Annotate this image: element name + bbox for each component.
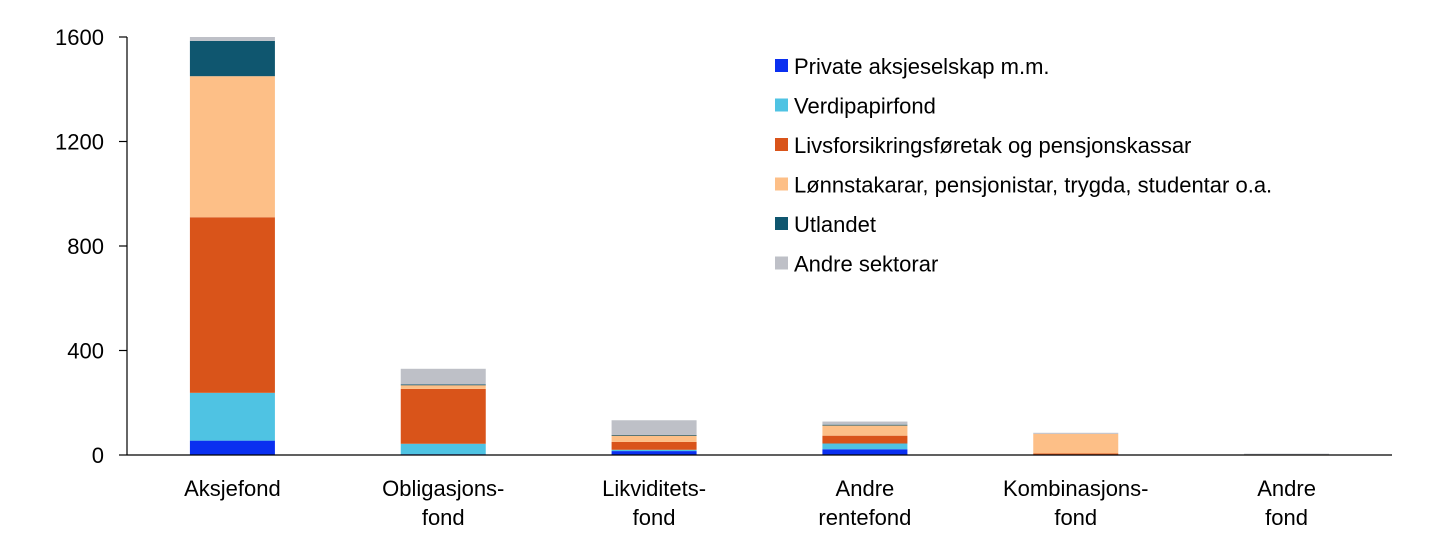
x-tick-label-line: fond: [422, 505, 465, 530]
bar-segment: [611, 435, 697, 442]
legend-label: Lønnstakarar, pensjonistar, trygda, stud…: [794, 173, 1272, 198]
legend-swatch: [775, 177, 788, 191]
x-tick-label-line: Aksjefond: [184, 476, 281, 501]
y-tick-label: 400: [67, 339, 104, 364]
legend-label: Utlandet: [794, 212, 876, 237]
legend-item: Verdipapirfond: [775, 94, 936, 119]
legend-item: Utlandet: [775, 212, 876, 237]
x-tick-label: Andre rentefond: [818, 476, 911, 530]
bar-segment: [822, 443, 908, 450]
bar-segment: [822, 424, 908, 426]
x-tick-label-line: fond: [633, 505, 676, 530]
legend-swatch: [775, 98, 788, 112]
bar-segment: [1244, 453, 1330, 455]
x-tick-label-line: Kombinasjons-: [1003, 476, 1149, 501]
bar-segment: [400, 384, 486, 389]
x-tick-label: Aksjefond: [184, 476, 281, 501]
y-tick-label: 1600: [55, 25, 104, 50]
bar-segment: [189, 40, 275, 77]
bar-segment: [822, 421, 908, 425]
legend-swatch: [775, 217, 788, 230]
bar-segment: [1033, 433, 1119, 454]
bar-segment: [611, 441, 697, 450]
bar-stack: [400, 368, 486, 456]
x-tick-label-line: Obligasjons-: [382, 476, 504, 501]
bar-segment: [189, 392, 275, 441]
bar-segment: [189, 440, 275, 455]
bar-stack: [822, 421, 908, 455]
bar-segment: [611, 420, 697, 435]
bar-segment: [822, 449, 908, 455]
bar-segment: [1033, 453, 1119, 455]
bar-segment: [189, 76, 275, 218]
legend-item: Private aksjeselskap m.m.: [775, 54, 1050, 79]
bar-segment: [822, 425, 908, 436]
legend-swatch: [775, 59, 788, 72]
legend-swatch: [775, 256, 788, 270]
legend-label: Livsforsikringsføretak og pensjonskassar: [794, 133, 1191, 158]
legend-label: Private aksjeselskap m.m.: [794, 54, 1050, 79]
bar-stack: [611, 420, 697, 455]
legend-label: Verdipapirfond: [794, 94, 936, 119]
x-tick-label-line: Andre: [1257, 476, 1316, 501]
bar-segment: [611, 449, 697, 452]
x-tick-label: Andre fond: [1257, 476, 1316, 530]
x-axis: Aksjefond Obligasjons-fondLikviditets-fon…: [127, 454, 1392, 530]
legend: Private aksjeselskap m.m. Verdipapirfond L…: [775, 54, 1272, 277]
bar-segment: [400, 384, 486, 386]
bar-segment: [1033, 432, 1119, 434]
legend-swatch: [775, 138, 788, 151]
bars: [189, 37, 1330, 456]
bar-segment: [189, 217, 275, 393]
x-tick-label: Kombinasjons-fond: [1003, 476, 1149, 530]
y-axis: 0 400 800 1200 1600: [55, 25, 128, 468]
bar-segment: [400, 443, 486, 455]
x-tick-label-line: Andre: [836, 476, 895, 501]
x-tick-label: Likviditets-fond: [602, 476, 706, 530]
x-tick-label-line: fond: [1054, 505, 1097, 530]
y-tick-label: 0: [92, 443, 104, 468]
bar-segment: [400, 368, 486, 385]
legend-item: Lønnstakarar, pensjonistar, trygda, stud…: [775, 173, 1272, 198]
bar-stack: [1033, 432, 1119, 456]
bar-stack: [189, 37, 275, 455]
legend-label: Andre sektorar: [794, 252, 938, 277]
bar-segment: [189, 37, 275, 41]
legend-item: Andre sektorar: [775, 252, 938, 277]
x-tick-label-line: Likviditets-: [602, 476, 706, 501]
x-tick-label-line: fond: [1265, 505, 1308, 530]
bar-segment: [611, 451, 697, 455]
y-tick-label: 1200: [55, 130, 104, 155]
x-tick-label: Obligasjons-fond: [382, 476, 504, 530]
legend-item: Livsforsikringsføretak og pensjonskassar: [775, 133, 1191, 158]
bar-segment: [822, 435, 908, 444]
bar-segment: [400, 388, 486, 444]
bar-segment: [611, 434, 697, 436]
x-tick-label-line: rentefond: [818, 505, 911, 530]
y-tick-label: 800: [67, 234, 104, 259]
